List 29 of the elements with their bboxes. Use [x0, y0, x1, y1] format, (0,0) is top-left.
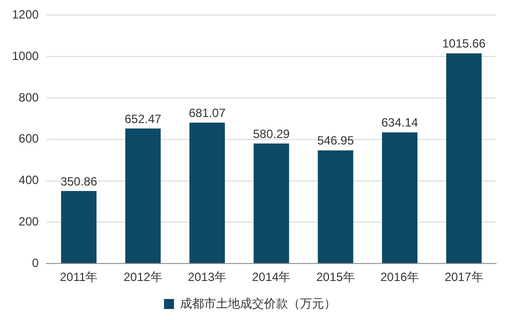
bar [382, 132, 418, 264]
data-label: 1015.66 [442, 36, 486, 51]
y-tick-label: 1200 [12, 8, 40, 22]
x-tick-label: 2016年 [380, 270, 420, 284]
x-tick-label: 2013年 [188, 270, 227, 284]
data-label: 546.95 [317, 134, 354, 148]
x-tick-label: 2015年 [316, 270, 355, 284]
y-tick-label: 600 [18, 132, 40, 146]
data-label: 652.47 [124, 112, 162, 126]
data-label: 681.07 [188, 106, 226, 120]
y-tick-label: 1000 [12, 48, 40, 63]
bar [125, 128, 161, 264]
bar [189, 122, 225, 264]
x-tick-label: 2012年 [124, 270, 162, 284]
legend-label: 成都市土地成交价款（万元） [180, 296, 336, 310]
bar [318, 150, 354, 264]
bar [446, 53, 482, 264]
y-tick-label: 400 [18, 173, 40, 188]
data-label: 350.86 [60, 174, 98, 188]
data-label: 580.29 [252, 126, 290, 141]
x-tick-label: 2017年 [444, 270, 484, 284]
y-tick-label: 0 [32, 256, 40, 270]
bar [61, 190, 97, 264]
bar [254, 143, 290, 264]
x-tick-label: 2011年 [60, 270, 98, 284]
y-tick-label: 200 [18, 214, 40, 229]
x-tick-label: 2014年 [252, 270, 291, 284]
y-tick-label: 800 [18, 90, 40, 104]
data-label: 634.14 [381, 116, 418, 130]
